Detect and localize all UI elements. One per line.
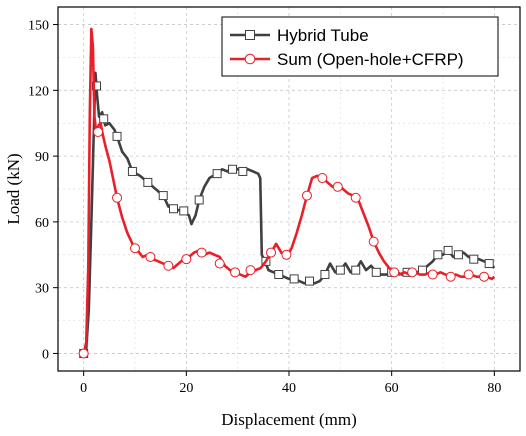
data-point <box>169 204 178 214</box>
data-point <box>78 348 89 359</box>
data-point <box>228 164 238 174</box>
data-point <box>335 265 345 275</box>
data-point <box>445 271 456 282</box>
series-sum <box>78 27 496 359</box>
data-point <box>179 206 189 216</box>
y-tick-label: 30 <box>35 282 49 297</box>
data-point <box>281 249 292 260</box>
legend-label-hybrid-tube: Hybrid Tube <box>277 26 369 45</box>
data-point <box>130 243 140 254</box>
legend-item-hybrid-tube: Hybrid Tube <box>230 26 369 45</box>
tick-labels: 0 20 40 60 80 0 30 60 90 120 150 <box>28 19 501 396</box>
data-point <box>417 265 427 275</box>
x-tick-label: 40 <box>282 381 296 396</box>
data-point <box>112 131 122 141</box>
x-tick-label: 20 <box>179 381 193 396</box>
x-tick-label: 80 <box>487 381 501 396</box>
legend-marker-circle <box>244 53 256 65</box>
data-point <box>93 126 104 137</box>
x-tick-label: 0 <box>80 381 87 396</box>
y-tick-label: 0 <box>42 347 49 362</box>
data-point <box>469 254 479 264</box>
data-point <box>181 254 192 265</box>
data-point <box>99 114 109 124</box>
data-point <box>368 236 379 247</box>
legend-item-sum: Sum (Open-hole+CFRP) <box>230 50 464 69</box>
y-tick-label: 120 <box>28 84 49 99</box>
data-point <box>301 190 312 201</box>
data-point <box>112 192 123 203</box>
data-point <box>453 250 463 260</box>
legend-label-sum: Sum (Open-hole+CFRP) <box>277 50 464 69</box>
legend-marker-square <box>245 30 255 40</box>
data-point <box>317 173 328 184</box>
data-point <box>320 270 330 280</box>
data-point <box>371 267 381 277</box>
data-point <box>127 166 137 176</box>
data-point <box>158 191 168 201</box>
data-point <box>230 267 241 278</box>
legend: Hybrid Tube Sum (Open-hole+CFRP) <box>221 16 499 77</box>
series-layer <box>78 27 496 359</box>
data-point <box>194 195 204 205</box>
y-tick-label: 60 <box>35 216 49 231</box>
axis-ticks <box>53 24 495 376</box>
x-axis-title: Displacement (mm) <box>221 410 357 429</box>
data-point <box>274 270 284 280</box>
x-tick-label: 60 <box>385 381 399 396</box>
data-point <box>479 271 490 282</box>
legend-box <box>221 16 499 77</box>
data-point <box>427 269 438 280</box>
data-point <box>289 274 299 284</box>
data-point <box>143 177 153 187</box>
data-point <box>332 181 343 192</box>
data-point <box>484 259 494 269</box>
data-point <box>196 247 207 258</box>
data-point <box>389 267 400 278</box>
data-point <box>214 258 225 269</box>
data-point <box>245 265 256 276</box>
data-point <box>407 267 418 278</box>
data-point <box>351 265 361 275</box>
data-point <box>433 250 443 260</box>
y-tick-label: 150 <box>28 19 49 34</box>
y-axis-title: Load (kN) <box>4 153 23 224</box>
data-point <box>145 251 156 262</box>
data-point <box>350 192 361 203</box>
data-point <box>305 276 315 286</box>
data-point <box>163 260 174 271</box>
data-point <box>463 269 474 280</box>
data-point <box>238 166 248 176</box>
data-point <box>212 169 222 179</box>
data-point <box>443 245 453 255</box>
data-point <box>266 247 277 258</box>
y-tick-label: 90 <box>35 150 49 165</box>
